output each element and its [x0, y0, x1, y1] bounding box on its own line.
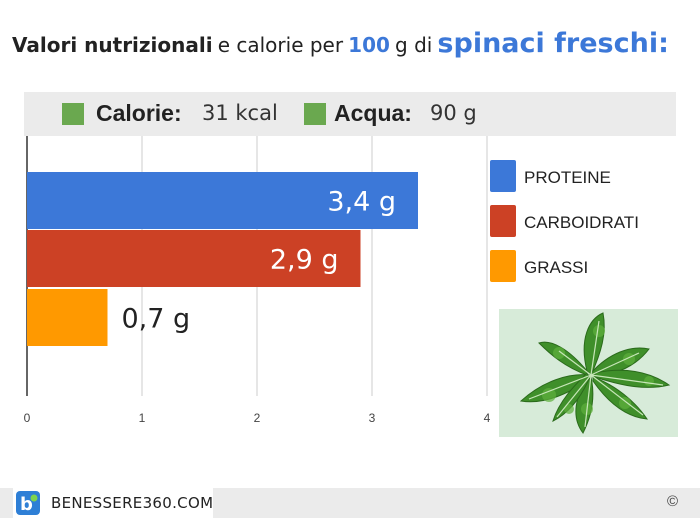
b-logo-icon: b [16, 491, 40, 515]
bar-proteine [27, 172, 418, 229]
bar-value-label: 3,4 g [327, 187, 396, 218]
legend-item-carboidrati: CARBOIDRATI [488, 205, 688, 239]
legend-label-grassi: GRASSI [524, 258, 589, 277]
nutrition-bar-chart: 0 1 2 3 4 3,4 g 2,9 g 0,7 g [0, 136, 500, 436]
title-part-1: Valori nutrizionali [12, 33, 213, 57]
title-part-2: e calorie per [217, 33, 344, 57]
legend-swatch-carboidrati [490, 205, 516, 237]
bar-value-label: 0,7 g [122, 304, 191, 335]
title-part-4: g di [395, 33, 433, 57]
x-tick-label: 4 [484, 411, 491, 425]
chart-svg: 0 1 2 3 4 3,4 g 2,9 g 0,7 g [24, 136, 491, 425]
bar-grassi [27, 289, 108, 346]
legend-swatch-grassi [490, 250, 516, 282]
bar-carboidrati [27, 230, 361, 287]
calorie-label: Calorie: [96, 100, 182, 126]
spinach-image [499, 309, 678, 437]
acqua-square-icon [304, 103, 326, 125]
calorie-square-icon [62, 103, 84, 125]
x-tick-label: 0 [24, 411, 31, 425]
svg-text:b: b [20, 494, 33, 515]
title-part-5: spinaci freschi: [437, 28, 669, 59]
x-tick-label: 1 [139, 411, 146, 425]
copyright-symbol: © [666, 493, 678, 510]
info-bar: Calorie: 31 kcal Acqua: 90 g [24, 92, 676, 136]
title-part-3: 100 [348, 33, 390, 57]
page-title: Valori nutrizionali e calorie per 100 g … [0, 0, 700, 86]
brand-name: BENESSERE360.COM [51, 494, 214, 512]
legend-item-grassi: GRASSI [488, 250, 688, 284]
acqua-value: 90 g [430, 101, 477, 125]
legend-label-carboidrati: CARBOIDRATI [524, 213, 639, 232]
legend-swatch-proteine [490, 160, 516, 192]
x-tick-label: 3 [369, 411, 376, 425]
brand-logo[interactable]: b BENESSERE360.COM [13, 488, 213, 518]
bar-value-label: 2,9 g [270, 245, 339, 276]
footer-bar: b BENESSERE360.COM © [0, 488, 700, 518]
legend-label-proteine: PROTEINE [524, 168, 611, 187]
legend-item-proteine: PROTEINE [488, 160, 688, 194]
acqua-label: Acqua: [334, 100, 412, 126]
x-tick-label: 2 [254, 411, 261, 425]
calorie-value: 31 kcal [202, 101, 278, 125]
